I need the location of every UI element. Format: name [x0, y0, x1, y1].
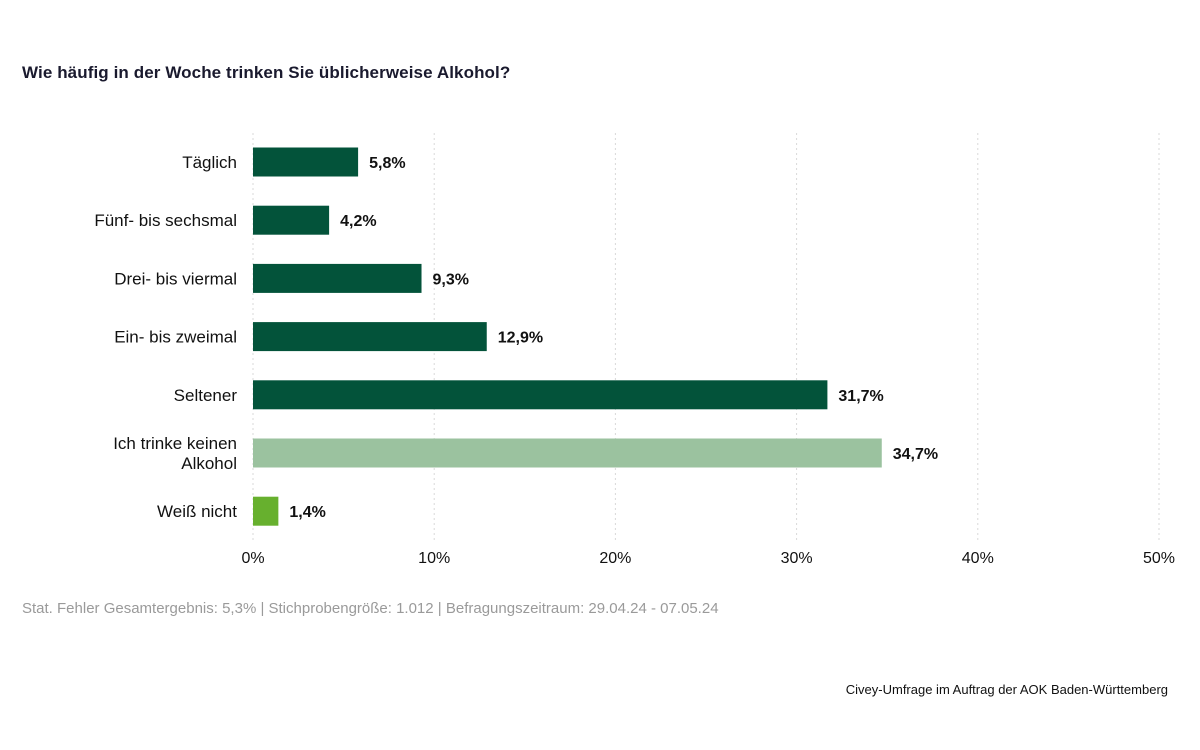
bar: [253, 380, 828, 410]
category-label: Ein- bis zweimal: [114, 328, 237, 347]
labels-layer: 5,8% Täglich 4,2% Fünf- bis sechsmal 9,3% Dre…: [94, 153, 938, 521]
bar: [253, 496, 279, 526]
source-note: Civey-Umfrage im Auftrag der AOK Baden-W…: [845, 682, 1168, 697]
bar: [253, 205, 330, 235]
x-axis-ticks: 0% 10% 20% 30% 40% 50%: [241, 550, 1175, 567]
bar: [253, 322, 487, 352]
bar-value-label: 5,8%: [369, 155, 405, 172]
bar: [253, 263, 422, 293]
x-tick-label: 0%: [241, 550, 264, 567]
bar-value-label: 31,7%: [838, 388, 883, 405]
bar-value-label: 1,4%: [289, 504, 325, 521]
bar: [253, 438, 882, 468]
x-tick-label: 50%: [1143, 550, 1175, 567]
x-tick-label: 10%: [418, 550, 450, 567]
category-label: Ich trinke keinen Alkohol: [113, 434, 237, 473]
category-label: Drei- bis viermal: [114, 269, 237, 288]
x-tick-label: 40%: [962, 550, 994, 567]
category-label: Täglich: [182, 153, 237, 172]
bars-layer: [253, 147, 882, 526]
category-label: Seltener: [174, 386, 238, 405]
chart-title: Wie häufig in der Woche trinken Sie übli…: [22, 63, 511, 82]
category-label: Fünf- bis sechsmal: [94, 211, 237, 230]
bar-value-label: 4,2%: [340, 213, 376, 230]
category-label: Weiß nicht: [157, 502, 237, 521]
x-tick-label: 20%: [599, 550, 631, 567]
x-tick-label: 30%: [781, 550, 813, 567]
bar: [253, 147, 359, 177]
bar-value-label: 9,3%: [433, 271, 469, 288]
bar-value-label: 34,7%: [893, 446, 938, 463]
bar-value-label: 12,9%: [498, 330, 543, 347]
survey-footnote: Stat. Fehler Gesamtergebnis: 5,3% | Stic…: [22, 600, 719, 617]
